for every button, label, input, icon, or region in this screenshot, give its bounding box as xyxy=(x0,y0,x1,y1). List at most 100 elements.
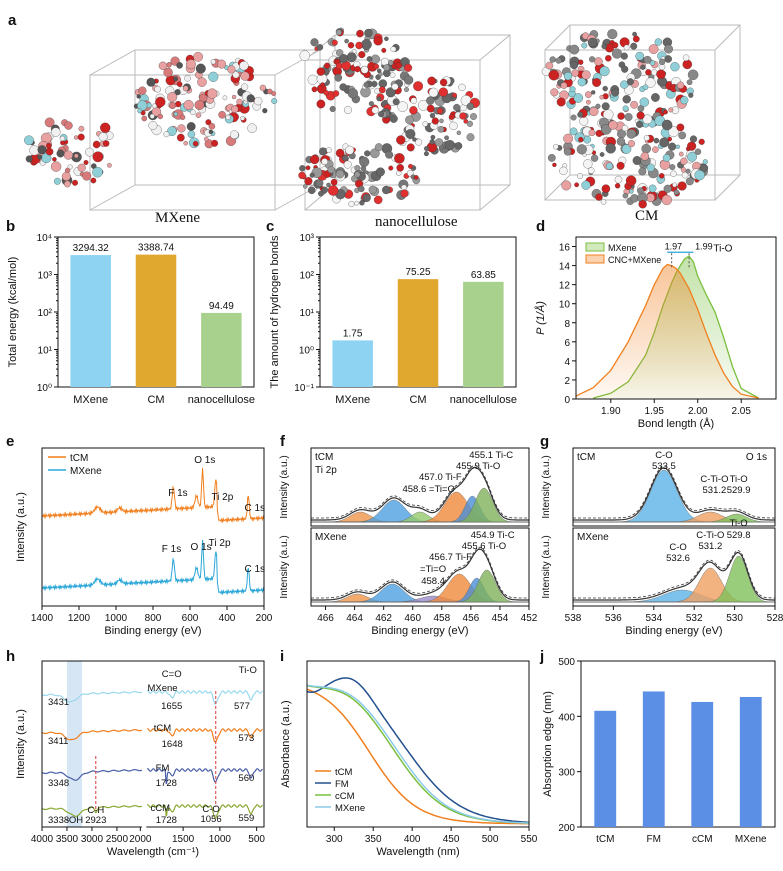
y-tick-label: 400 xyxy=(558,712,575,723)
spectrum-sublabel: Ti 2p xyxy=(315,465,337,476)
spectrum-label: MXene xyxy=(315,532,347,543)
axis-break xyxy=(141,823,147,831)
cm-cluster-1-atom xyxy=(622,95,631,104)
cm-cluster-2-atom xyxy=(601,184,611,193)
series-label: FM xyxy=(156,763,170,774)
x-tick-label: 462 xyxy=(375,613,392,624)
x-tick-label: 3500 xyxy=(56,834,79,845)
mxene-main-cluster-atom xyxy=(176,133,185,142)
peak-label: 559 xyxy=(238,813,254,824)
cellulose-cluster-1-atom xyxy=(373,63,380,70)
cm-cluster-1-atom xyxy=(624,85,634,95)
cm-cluster-2-atom xyxy=(547,154,556,162)
x-tick-label: 460 xyxy=(404,613,421,624)
line-FM-low xyxy=(146,768,263,784)
cellulose-cluster-3-atom xyxy=(342,154,349,162)
chart-e-xps-survey: 1400 1200 1000 800 600 400 200 Binding energy (… xyxy=(15,447,273,637)
cellulose-cluster-3-atom xyxy=(335,169,345,179)
cm-cluster-1-atom xyxy=(556,97,566,107)
mxene-small-cluster-atom xyxy=(74,153,79,159)
x-tick-label: 536 xyxy=(605,613,622,624)
cellulose-cluster-3-atom xyxy=(326,147,332,153)
mxene-main-cluster-atom xyxy=(267,88,273,95)
cellulose-cluster-1-atom xyxy=(307,74,318,85)
mxene-main-cluster-atom xyxy=(232,71,240,79)
cm-cluster-2-atom xyxy=(673,189,680,196)
cm-cluster-1-atom xyxy=(569,86,576,93)
cm-cluster-1-atom xyxy=(656,69,666,80)
cm-cluster-2-atom xyxy=(632,156,642,165)
x-tick-label: 1000 xyxy=(105,613,128,624)
cm-cluster-1-atom xyxy=(654,38,662,46)
model-caption-cm: CM xyxy=(635,208,659,224)
cm-cluster-1-atom xyxy=(682,54,690,62)
cellulose-cluster-2-atom xyxy=(458,83,466,92)
peak-annotation: =Ti=O xyxy=(420,564,446,575)
peak-label: F 1s xyxy=(168,488,187,499)
mxene-main-cluster-atom xyxy=(192,140,199,147)
peak-label: C-O xyxy=(202,804,219,815)
mxene-main-cluster-atom xyxy=(231,94,237,100)
series-label: tCM xyxy=(154,723,172,734)
x-tick-label: CM xyxy=(409,394,426,406)
cellulose-cluster-2-atom xyxy=(423,151,429,157)
mxene-main-cluster-atom xyxy=(167,92,178,103)
nanocellulose-cell-box-edge-3 xyxy=(479,184,511,211)
mxene-main-cluster-atom xyxy=(149,113,155,119)
peak-annotation: C-O xyxy=(655,450,672,461)
cm-cluster-2-atom xyxy=(605,162,613,170)
cellulose-cluster-3-atom xyxy=(327,185,339,196)
mxene-small-cluster-atom xyxy=(37,145,47,155)
mxene-main-cluster-atom xyxy=(236,98,243,106)
cm-cluster-2-atom xyxy=(595,193,603,201)
peak-label: 3411 xyxy=(48,736,68,747)
component-peak xyxy=(573,513,775,523)
mxene-main-cluster-atom xyxy=(186,122,196,131)
cm-cluster-2-atom xyxy=(643,135,650,141)
cellulose-cluster-1-atom xyxy=(334,73,343,82)
cm-cluster-2-atom xyxy=(574,182,579,188)
cellulose-cluster-3-atom xyxy=(407,169,414,177)
mxene-main-cluster-atom xyxy=(271,91,277,96)
line-MXene-high xyxy=(41,691,143,703)
annotation: 1.99 xyxy=(695,241,713,251)
cellulose-cluster-1-atom xyxy=(378,72,383,77)
peak-label: Ti 2p xyxy=(211,492,233,503)
line-MXene xyxy=(306,684,529,824)
cm-cluster-1-atom xyxy=(670,62,680,72)
x-tick-label: MXene xyxy=(335,394,370,406)
mxene-main-cluster-atom xyxy=(271,98,278,104)
cellulose-cluster-1-atom xyxy=(316,99,326,109)
cellulose-cluster-3-atom xyxy=(358,185,365,193)
area-CNC+MXene xyxy=(576,264,759,399)
bar-value-label: 3388.74 xyxy=(138,243,175,254)
band-label: -OH xyxy=(66,815,84,826)
peak-annotation: 455.1 Ti-C xyxy=(469,450,513,461)
bar-tCM xyxy=(594,710,617,827)
mxene-small-cluster-atom xyxy=(77,163,86,172)
mxene-main-cluster-atom xyxy=(241,83,249,91)
peak-annotation: 457.0 Ti-F xyxy=(419,472,462,483)
cm-cluster-2-atom xyxy=(621,144,632,154)
mxene-main-cluster-atom xyxy=(173,111,178,117)
cm-cluster-1-atom xyxy=(548,69,560,81)
cm-cluster-2-atom xyxy=(653,137,660,144)
cellulose-cluster-1-atom xyxy=(378,86,386,94)
x-tick-label: 2500 xyxy=(106,834,129,845)
x-tick-label: 450 xyxy=(443,834,460,845)
cm-cluster-2-atom xyxy=(569,127,578,136)
mxene-small-cluster-atom xyxy=(59,135,66,142)
mxene-small-cluster-atom xyxy=(78,125,85,132)
x-tick-label: 528 xyxy=(767,613,783,624)
cm-cluster-2-atom xyxy=(640,152,650,161)
cm-cluster-2-atom xyxy=(563,133,573,144)
x-tick-label: 600 xyxy=(182,613,199,624)
cm-cluster-1-atom xyxy=(624,113,633,121)
mxene-main-cluster-atom xyxy=(207,88,218,99)
cm-cluster-2-atom xyxy=(588,129,596,137)
cellulose-cluster-2-atom xyxy=(444,139,455,151)
mxene-main-cluster-atom xyxy=(240,71,250,81)
cm-cluster-1-atom xyxy=(555,57,562,64)
cm-cluster-2-atom xyxy=(685,168,691,174)
y-axis-label-top: Intensity (a.u.) xyxy=(279,455,290,518)
